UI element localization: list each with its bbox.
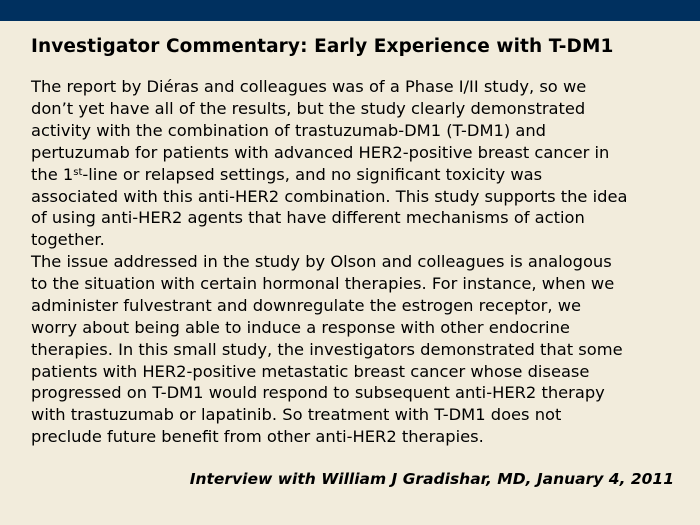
text-line: to the situation with certain hormonal t… <box>31 273 615 293</box>
text-line: preclude future benefit from other anti-… <box>31 427 484 447</box>
text-line: The report by Diéras and colleagues was … <box>31 77 587 96</box>
text-line: worry about being able to induce a respo… <box>31 317 570 337</box>
header-bar <box>0 0 700 21</box>
slide-title: Investigator Commentary: Early Experienc… <box>31 36 614 57</box>
text-line: pertuzumab for patients with advanced HE… <box>31 142 610 162</box>
paragraph-2: The issue addressed in the study by Olso… <box>31 251 623 448</box>
text-line: with trastuzumab or lapatinib. So treatm… <box>31 405 562 425</box>
text-line: progressed on T-DM1 would respond to sub… <box>31 383 605 403</box>
text-line: The issue addressed in the study by Olso… <box>31 252 612 271</box>
text-line: administer fulvestrant and downregulate … <box>31 295 582 315</box>
superscript: st <box>73 166 83 178</box>
text-line: don’t yet have all of the results, but t… <box>31 98 586 118</box>
text-segment: the 1 <box>31 164 74 184</box>
paragraph-1: The report by Diéras and colleagues was … <box>31 76 627 251</box>
interview-credit: Interview with William J Gradishar, MD, … <box>189 470 674 488</box>
text-segment: -line or relapsed settings, and no signi… <box>82 164 543 184</box>
text-line: patients with HER2-positive metastatic b… <box>31 361 590 381</box>
text-line: therapies. In this small study, the inve… <box>31 339 623 359</box>
text-line: the 1st-line or relapsed settings, and n… <box>31 164 627 186</box>
text-line: together. <box>31 230 105 250</box>
text-line: activity with the combination of trastuz… <box>31 120 547 140</box>
text-line: associated with this anti-HER2 combinati… <box>31 186 628 206</box>
text-line: of using anti-HER2 agents that have diff… <box>31 208 585 228</box>
